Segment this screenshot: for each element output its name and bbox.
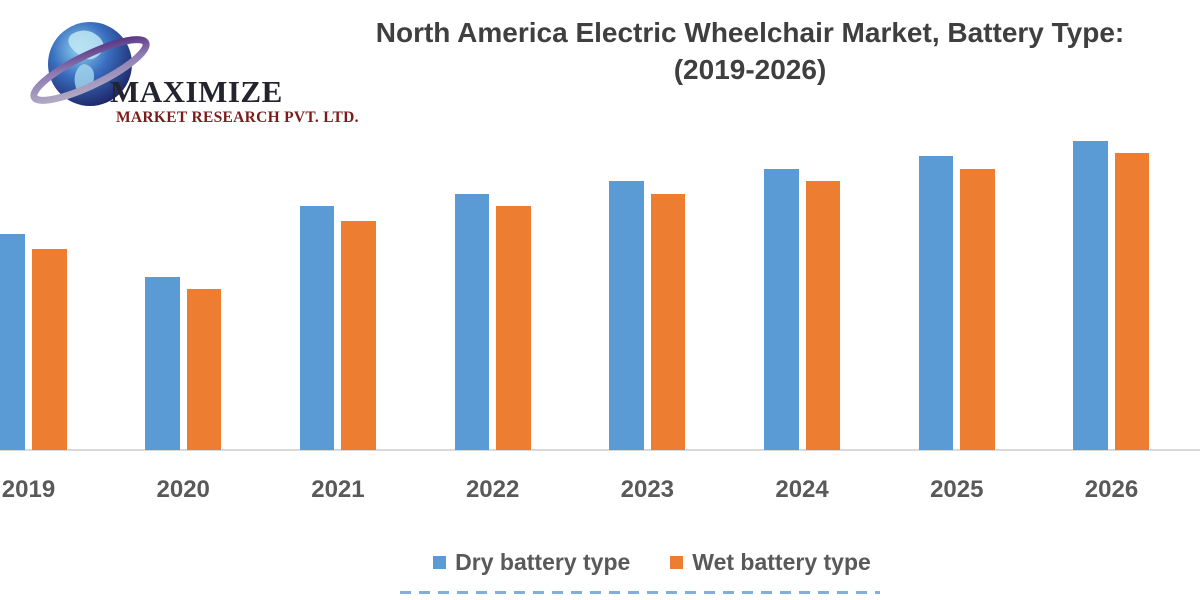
legend-swatch-icon — [433, 556, 447, 569]
bar-2026-wet — [1114, 153, 1150, 450]
chart-title-line2: (2019-2026) — [673, 54, 827, 85]
globe-icon — [30, 22, 150, 106]
bar-2024-wet — [805, 181, 841, 450]
bar-2022-dry — [454, 194, 490, 450]
logo-subtitle: MARKET RESEARCH PVT. LTD. — [116, 109, 359, 126]
legend-swatch-icon — [670, 556, 684, 569]
logo-brand-name: MAXIMIZE — [110, 74, 283, 109]
bar-2025-dry — [918, 156, 954, 450]
legend-label: Wet battery type — [692, 549, 871, 575]
x-axis-label-2019: 2019 — [1, 476, 56, 503]
bar-2020-dry — [145, 277, 180, 450]
legend-label: Dry battery type — [455, 549, 631, 575]
x-axis-label-2025: 2025 — [930, 476, 984, 503]
bar-2024-dry — [764, 169, 799, 450]
x-axis-label-2023: 2023 — [620, 476, 675, 503]
chart-title: North America Electric Wheelchair Market… — [300, 14, 1200, 88]
legend-item-wet: Wet battery type — [670, 549, 871, 576]
bar-2023-dry — [609, 181, 644, 450]
x-axis-label-2021: 2021 — [311, 476, 365, 503]
bar-2025-wet — [960, 169, 995, 450]
x-axis-label-2020: 2020 — [156, 476, 210, 503]
x-axis-label-2024: 2024 — [775, 476, 829, 503]
x-axis-label-2026: 2026 — [1084, 476, 1139, 503]
bar-2020-wet — [186, 289, 222, 450]
x-axis-line — [0, 449, 1200, 451]
bar-2022-wet — [496, 206, 531, 450]
legend-item-dry: Dry battery type — [433, 549, 630, 576]
x-axis-label-2022: 2022 — [465, 476, 520, 503]
chart-title-line1: North America Electric Wheelchair Market… — [375, 17, 1125, 48]
bar-2021-wet — [341, 221, 376, 450]
bar-2019-wet — [32, 249, 67, 450]
company-logo: MAXIMIZE MARKET RESEARCH PVT. LTD. — [24, 6, 358, 136]
bar-2023-wet — [650, 194, 686, 450]
orbit-swoosh — [30, 36, 150, 104]
decorative-dashed-underline — [400, 591, 880, 594]
bar-2026-dry — [1073, 141, 1108, 450]
bar-2019-dry — [0, 234, 25, 450]
bar-2021-dry — [299, 206, 335, 450]
chart-legend: Dry battery type Wet battery type — [52, 549, 1200, 576]
